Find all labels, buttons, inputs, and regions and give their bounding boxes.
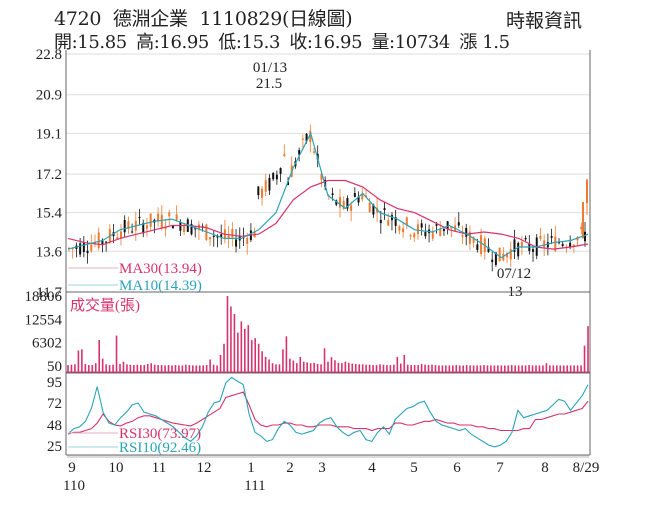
svg-text:6302: 6302 <box>32 336 62 352</box>
stock-code: 4720 <box>54 8 102 30</box>
svg-text:11.7: 11.7 <box>36 285 62 301</box>
candlesticks <box>68 124 588 272</box>
svg-text:6: 6 <box>453 460 461 476</box>
open-value: 開:15.85 <box>54 32 127 53</box>
svg-text:15.4: 15.4 <box>36 206 63 222</box>
svg-text:9: 9 <box>68 460 76 476</box>
svg-text:1: 1 <box>247 460 255 476</box>
ma30-legend: MA30(13.94) <box>119 261 202 277</box>
low-value: 低:15.3 <box>218 32 280 53</box>
svg-text:111: 111 <box>244 478 265 494</box>
volume-bars <box>66 296 590 373</box>
svg-text:17.2: 17.2 <box>36 167 62 183</box>
volume-panel: 18806 12554 6302 50 成交量(張) <box>25 289 590 375</box>
trough-date-annotation: 07/12 <box>497 266 531 282</box>
svg-text:72: 72 <box>47 396 62 412</box>
ma10-legend: MA10(14.39) <box>119 278 202 294</box>
svg-text:8: 8 <box>541 460 549 476</box>
svg-text:3: 3 <box>318 460 326 476</box>
chart-title: 4720 德淵企業 1110829(日線圖) <box>54 4 358 31</box>
rsi30-line <box>67 391 589 435</box>
svg-text:7: 7 <box>496 460 504 476</box>
data-source: 時報資訊 <box>506 10 583 32</box>
svg-text:22.8: 22.8 <box>36 47 62 63</box>
rsi-panel: 95 72 48 25 RSI30(73.97) RSI10(92.46) <box>47 375 589 456</box>
svg-text:50: 50 <box>47 359 62 375</box>
volume-legend: 成交量(張) <box>70 296 140 314</box>
svg-text:4: 4 <box>368 460 376 476</box>
volume-y-axis: 18806 12554 6302 50 <box>25 289 63 375</box>
svg-text:12554: 12554 <box>25 312 63 328</box>
rsi10-legend: RSI10(92.46) <box>119 440 201 456</box>
date-code: 1110829(日線圖) <box>199 8 353 30</box>
close-value: 收:16.95 <box>289 32 363 53</box>
svg-text:19.1: 19.1 <box>36 126 62 142</box>
svg-text:48: 48 <box>47 418 62 434</box>
peak-date-annotation: 01/13 <box>253 60 287 76</box>
svg-text:13.6: 13.6 <box>36 244 63 260</box>
ma30-line <box>67 179 589 250</box>
volume-value: 量:10734 <box>371 32 450 53</box>
svg-text:11: 11 <box>152 460 166 476</box>
ma10-line <box>67 131 589 259</box>
svg-text:110: 110 <box>63 478 85 494</box>
svg-text:5: 5 <box>410 460 418 476</box>
svg-text:25: 25 <box>47 439 62 455</box>
peak-value-annotation: 21.5 <box>256 76 282 92</box>
svg-text:8/29: 8/29 <box>573 460 600 476</box>
ohlc-summary: 開:15.85 高:16.95 低:15.3 收:16.95 量:10734 漲… <box>54 28 514 54</box>
price-y-axis: 22.8 20.9 19.1 17.2 15.4 13.6 11.7 <box>36 47 63 301</box>
svg-text:18806: 18806 <box>25 289 63 305</box>
rsi10-line <box>67 376 589 448</box>
rsi30-legend: RSI30(73.97) <box>119 426 201 442</box>
svg-text:12: 12 <box>197 460 212 476</box>
change-value: 漲 1.5 <box>459 32 510 53</box>
svg-text:95: 95 <box>47 375 62 391</box>
price-gridlines <box>66 53 590 252</box>
rsi-y-axis: 95 72 48 25 <box>47 375 62 455</box>
price-panel: 22.820.919.117.215.413.611.7 01/13 21.5 … <box>36 47 590 301</box>
high-value: 高:16.95 <box>136 32 209 53</box>
svg-text:2: 2 <box>286 460 294 476</box>
svg-text:10: 10 <box>109 460 124 476</box>
stock-name: 德淵企業 <box>112 8 188 30</box>
svg-text:20.9: 20.9 <box>36 88 62 104</box>
